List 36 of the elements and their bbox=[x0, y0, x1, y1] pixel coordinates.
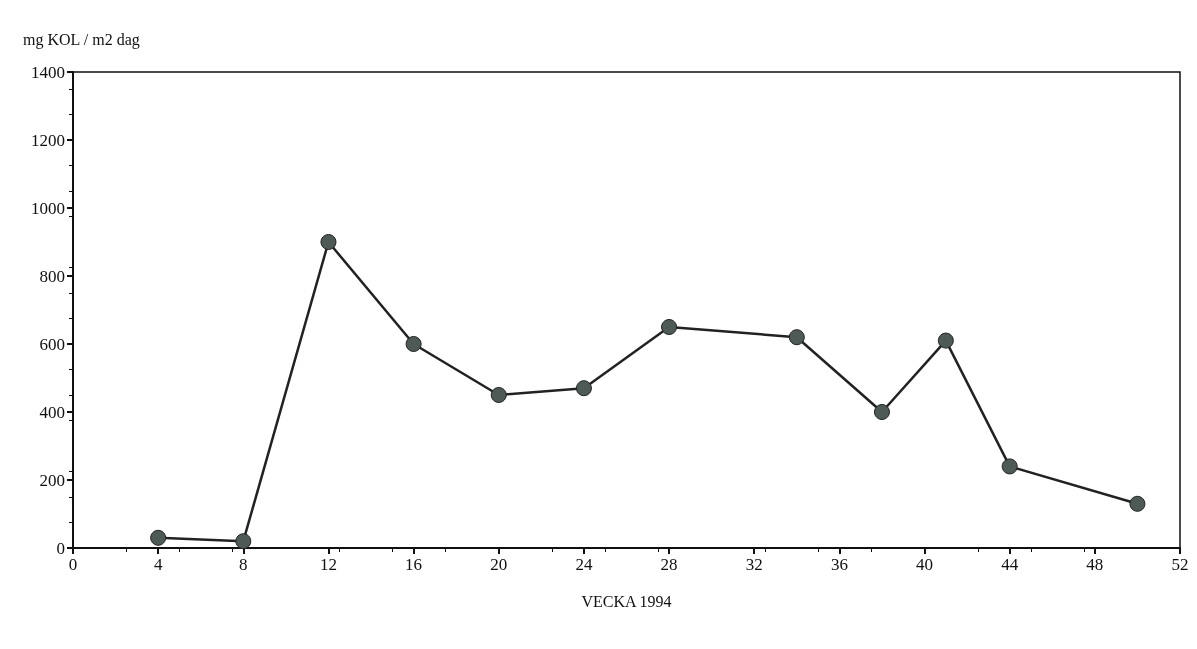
point bbox=[1129, 495, 1146, 512]
point bbox=[873, 404, 890, 420]
x-tick-label: 48 bbox=[1086, 555, 1104, 574]
point bbox=[661, 319, 678, 335]
point bbox=[575, 380, 592, 397]
y-tick-label: 1000 bbox=[31, 198, 65, 218]
y-tick-label: 0 bbox=[56, 538, 65, 558]
x-tick-label: 28 bbox=[660, 555, 678, 574]
y-tick-label: 400 bbox=[39, 402, 65, 422]
x-tick-label: 12 bbox=[319, 555, 337, 574]
x-tick-label: 44 bbox=[1001, 555, 1019, 574]
y-tick-label: 1400 bbox=[31, 62, 65, 82]
x-tick-label: 8 bbox=[239, 555, 248, 574]
y-tick-label: 1200 bbox=[31, 130, 65, 150]
point bbox=[788, 329, 805, 346]
x-axis-title: VECKA 1994 bbox=[581, 592, 672, 610]
y-tick-label: 200 bbox=[39, 470, 65, 490]
x-tick-label: 4 bbox=[153, 555, 163, 574]
x-tick-label: 0 bbox=[68, 555, 78, 574]
x-tick-label: 36 bbox=[830, 555, 848, 574]
x-tick-label: 24 bbox=[575, 555, 593, 574]
point bbox=[320, 234, 337, 250]
point bbox=[235, 533, 252, 550]
point bbox=[937, 332, 954, 349]
point bbox=[1001, 458, 1018, 475]
y-tick-label: 800 bbox=[39, 266, 65, 286]
point bbox=[490, 387, 507, 403]
x-tick-label: 40 bbox=[916, 555, 934, 574]
x-tick-label: 16 bbox=[405, 555, 423, 574]
y-axis-title: mg KOL / m2 dag bbox=[23, 30, 140, 49]
x-tick-label: 32 bbox=[745, 555, 763, 574]
x-tick-label: 52 bbox=[1171, 555, 1189, 574]
point bbox=[150, 529, 167, 546]
point bbox=[405, 336, 422, 352]
x-tick-label: 20 bbox=[490, 555, 508, 574]
y-tick-label: 600 bbox=[39, 334, 65, 354]
